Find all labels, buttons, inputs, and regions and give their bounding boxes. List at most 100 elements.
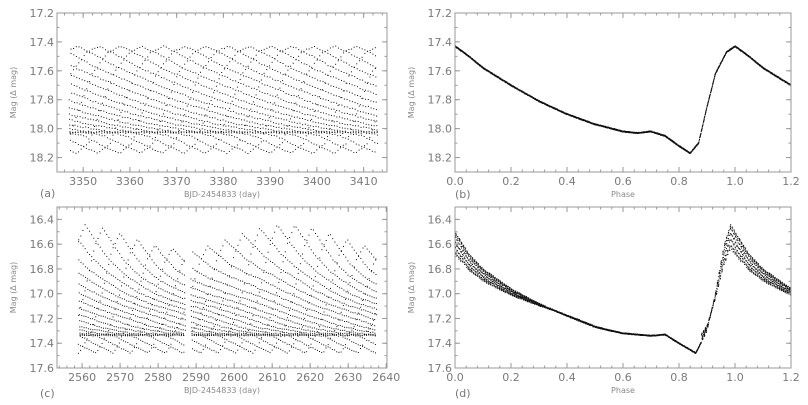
data-point (304, 106, 306, 108)
data-point (255, 136, 257, 138)
data-point (176, 49, 178, 51)
data-point (202, 67, 204, 69)
data-point (328, 124, 330, 126)
data-point (200, 48, 202, 50)
data-point (222, 129, 224, 131)
data-point (350, 133, 352, 135)
data-point (129, 117, 131, 119)
data-point (70, 73, 72, 75)
data-point (152, 82, 154, 84)
data-point (329, 128, 331, 130)
data-point (701, 127, 703, 129)
data-point (116, 124, 118, 126)
data-point (165, 60, 167, 62)
data-point (124, 116, 126, 118)
data-point (345, 50, 347, 52)
data-point (135, 132, 137, 134)
data-point (351, 54, 353, 56)
data-point (265, 119, 266, 121)
data-point (186, 135, 188, 136)
data-point (705, 110, 707, 112)
data-point (131, 73, 133, 74)
data-point (476, 62, 478, 64)
data-point (359, 47, 361, 49)
data-point (241, 128, 243, 129)
data-point (315, 121, 317, 123)
data-point (149, 147, 151, 149)
data-point (224, 75, 226, 77)
data-point (348, 49, 350, 50)
data-point (114, 128, 116, 130)
data-point (182, 76, 184, 78)
data-point (284, 139, 286, 141)
data-point (682, 147, 684, 149)
data-point (216, 82, 218, 83)
data-point (141, 143, 143, 145)
data-point (182, 93, 184, 95)
data-point (292, 144, 294, 145)
data-point (375, 76, 377, 78)
data-point (92, 101, 94, 103)
data-point (234, 60, 236, 62)
data-point (347, 124, 349, 126)
data-point (554, 108, 556, 110)
data-point (246, 125, 248, 126)
data-point (131, 82, 133, 84)
data-point (299, 117, 301, 119)
data-point (519, 89, 521, 91)
data-point (350, 131, 352, 133)
data-point (117, 119, 119, 121)
data-point (76, 68, 78, 70)
data-point (170, 146, 172, 148)
data-point (629, 131, 631, 133)
data-point (185, 115, 187, 117)
data-point (165, 105, 167, 106)
data-point (108, 90, 110, 91)
data-point (107, 50, 109, 52)
data-point (314, 69, 316, 71)
data-point (256, 111, 258, 113)
data-point (638, 132, 640, 134)
data-point (158, 74, 160, 76)
data-point (638, 132, 640, 133)
data-point (89, 91, 91, 92)
data-point (261, 99, 263, 101)
data-point (138, 129, 140, 130)
data-point (207, 130, 209, 132)
data-point (260, 141, 262, 143)
data-point (163, 63, 164, 65)
data-point (204, 115, 205, 117)
data-point (201, 125, 203, 126)
data-point (246, 129, 248, 131)
data-point (210, 130, 211, 132)
data-point (109, 142, 111, 144)
data-point (707, 104, 709, 106)
data-point (303, 51, 305, 53)
data-point (206, 103, 208, 104)
data-point (338, 58, 339, 60)
data-point (625, 131, 627, 133)
data-point (371, 131, 373, 133)
data-point (301, 89, 303, 91)
data-point (365, 112, 367, 114)
data-point (300, 88, 302, 90)
data-point (704, 114, 706, 116)
data-point (152, 62, 154, 64)
data-point (215, 131, 217, 133)
data-point (124, 122, 126, 124)
data-point (290, 85, 292, 87)
data-point (84, 105, 86, 106)
data-point (167, 122, 169, 124)
data-point (311, 152, 312, 154)
data-point (156, 124, 158, 126)
data-point (196, 123, 198, 125)
data-point (79, 103, 81, 105)
data-point (245, 93, 247, 95)
data-point (337, 130, 338, 132)
data-point (207, 131, 209, 133)
data-point (306, 64, 308, 66)
data-point (357, 86, 358, 88)
data-point (110, 81, 111, 83)
data-point (206, 95, 208, 97)
data-point (309, 114, 311, 116)
